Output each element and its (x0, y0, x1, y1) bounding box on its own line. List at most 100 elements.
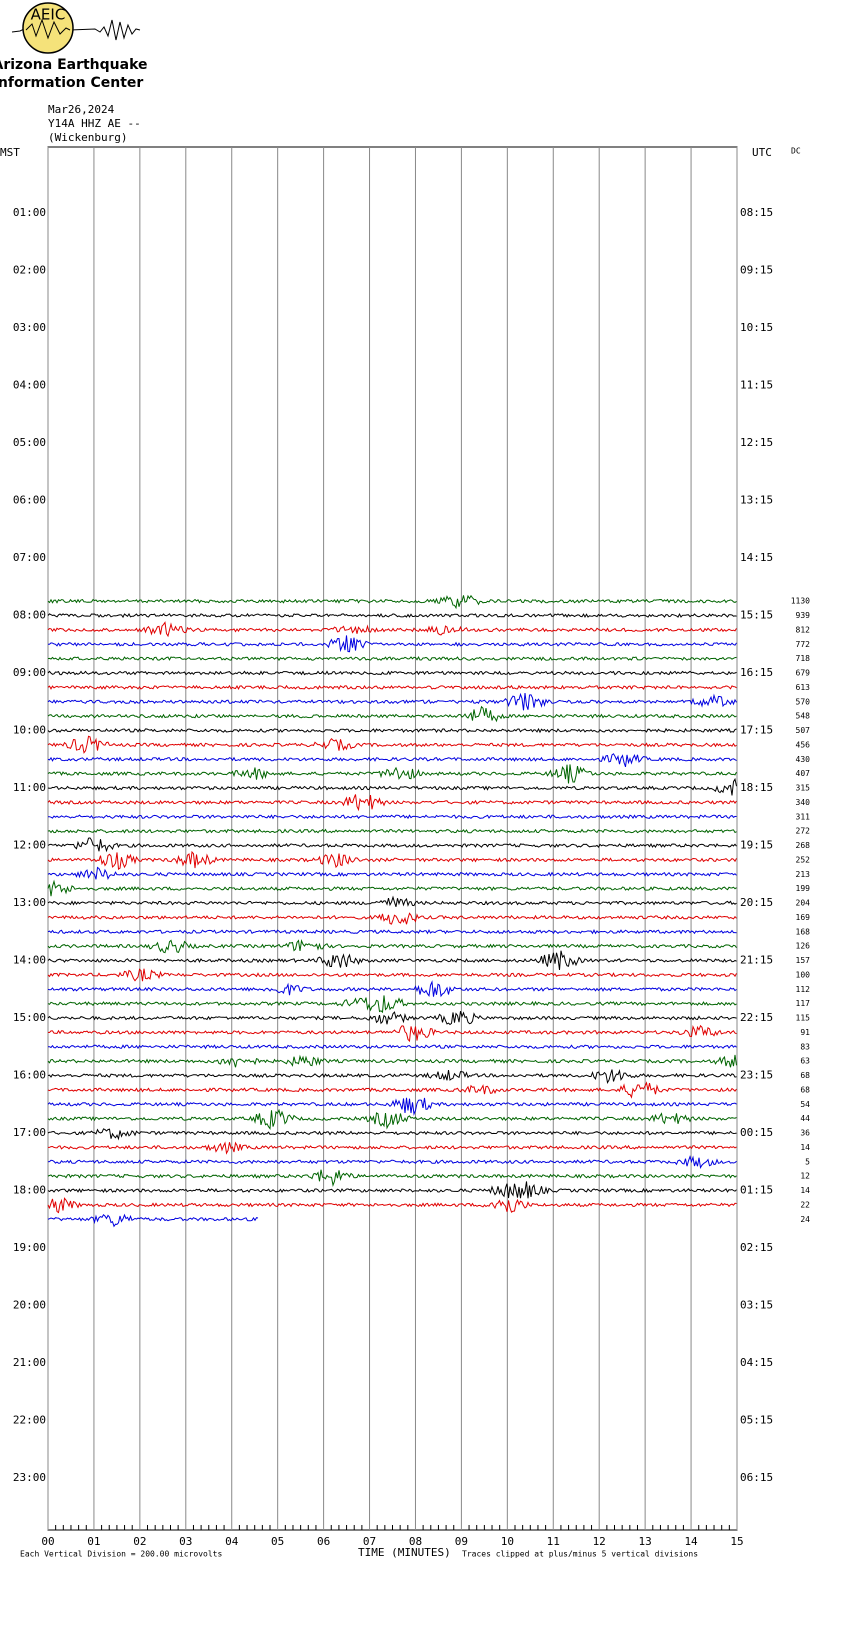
left-time-label: 18:00 (13, 1184, 46, 1197)
dc-value: 939 (796, 611, 811, 620)
x-tick-label: 10 (501, 1535, 514, 1548)
trace (47, 968, 737, 982)
x-tick-label: 11 (547, 1535, 560, 1548)
left-time-label: 14:00 (13, 954, 46, 967)
dc-value: 115 (796, 1014, 811, 1023)
dc-value: 83 (800, 1042, 810, 1051)
dc-value: 204 (796, 899, 811, 908)
trace (47, 735, 737, 754)
plot-frame (47, 146, 738, 1531)
trace (47, 939, 737, 954)
trace (47, 1197, 737, 1214)
dc-value: 12 (800, 1172, 810, 1181)
dc-value: 169 (796, 913, 811, 922)
trace (47, 612, 737, 619)
right-time-label: 12:15 (740, 436, 773, 449)
trace (47, 1128, 737, 1141)
dc-value: 1130 (791, 597, 810, 606)
dc-value: 100 (796, 970, 811, 979)
trace (47, 950, 737, 970)
dc-value: 272 (796, 827, 811, 836)
logo-text: AEIC (31, 6, 66, 24)
dc-value: 613 (796, 683, 811, 692)
dc-value: 456 (796, 740, 811, 749)
x-tick-label: 01 (87, 1535, 100, 1548)
dc-value: 407 (796, 769, 811, 778)
trace (47, 692, 737, 711)
right-time-label: 20:15 (740, 896, 773, 909)
trace (47, 1054, 737, 1068)
dc-value: 36 (800, 1129, 810, 1138)
trace (47, 850, 737, 870)
org-name: Arizona Earthquake (0, 57, 148, 73)
left-time-label: 05:00 (13, 436, 46, 449)
right-time-label: 19:15 (740, 839, 773, 852)
trace (47, 777, 737, 796)
trace (47, 1044, 737, 1050)
dc-value: 168 (796, 927, 811, 936)
trace (47, 621, 737, 638)
trace (47, 895, 737, 907)
x-tick-label: 05 (271, 1535, 284, 1548)
dc-value: 812 (796, 625, 811, 634)
trace (47, 1108, 737, 1130)
left-time-label: 23:00 (13, 1471, 46, 1484)
left-time-label: 19:00 (13, 1241, 46, 1254)
right-time-label: 23:15 (740, 1069, 773, 1082)
dc-value: 44 (800, 1114, 810, 1123)
left-time-label: 16:00 (13, 1069, 46, 1082)
right-time-label: 13:15 (740, 494, 773, 507)
right-time-label: 16:15 (740, 666, 773, 679)
trace (47, 656, 737, 662)
dc-value: 340 (796, 798, 811, 807)
dc-value: 311 (796, 812, 811, 821)
trace (47, 1068, 737, 1084)
dc-title: DC (791, 147, 801, 156)
trace (47, 837, 737, 853)
dc-value: 24 (800, 1215, 810, 1224)
dc-value: 14 (800, 1186, 810, 1195)
right-time-label: 04:15 (740, 1356, 773, 1369)
trace (47, 866, 737, 880)
left-time-label: 06:00 (13, 494, 46, 507)
dc-value: 157 (796, 956, 811, 965)
right-axis-title: UTC (752, 146, 772, 159)
right-time-label: 00:15 (740, 1126, 773, 1139)
trace (47, 1024, 737, 1043)
x-tick-label: 02 (133, 1535, 146, 1548)
x-tick-label: 06 (317, 1535, 330, 1548)
dc-value: 252 (796, 855, 811, 864)
left-time-label: 04:00 (13, 379, 46, 392)
dc-value: 91 (800, 1028, 810, 1037)
dc-value: 126 (796, 942, 811, 951)
dc-value: 63 (800, 1057, 810, 1066)
right-time-label: 21:15 (740, 954, 773, 967)
x-tick-label: 04 (225, 1535, 239, 1548)
right-time-label: 18:15 (740, 781, 773, 794)
dc-value: 772 (796, 640, 811, 649)
dc-value: 54 (800, 1100, 810, 1109)
trace (47, 1155, 737, 1170)
right-time-label: 17:15 (740, 724, 773, 737)
trace (47, 1097, 737, 1116)
trace (47, 912, 737, 925)
x-tick-label: 03 (179, 1535, 192, 1548)
trace (47, 814, 737, 820)
dc-value: 430 (796, 755, 811, 764)
date: Mar26,2024 (48, 103, 115, 116)
location: (Wickenburg) (48, 131, 127, 144)
trace (47, 1213, 259, 1228)
trace (47, 980, 737, 998)
dc-value: 68 (800, 1085, 810, 1094)
trace (47, 764, 737, 784)
dc-value: 68 (800, 1071, 810, 1080)
right-time-label: 22:15 (740, 1011, 773, 1024)
dc-value: 570 (796, 697, 811, 706)
dc-value: 718 (796, 654, 811, 663)
right-time-label: 08:15 (740, 206, 773, 219)
x-tick-label: 09 (455, 1535, 468, 1548)
right-time-label: 02:15 (740, 1241, 773, 1254)
x-tick-label: 08 (409, 1535, 422, 1548)
